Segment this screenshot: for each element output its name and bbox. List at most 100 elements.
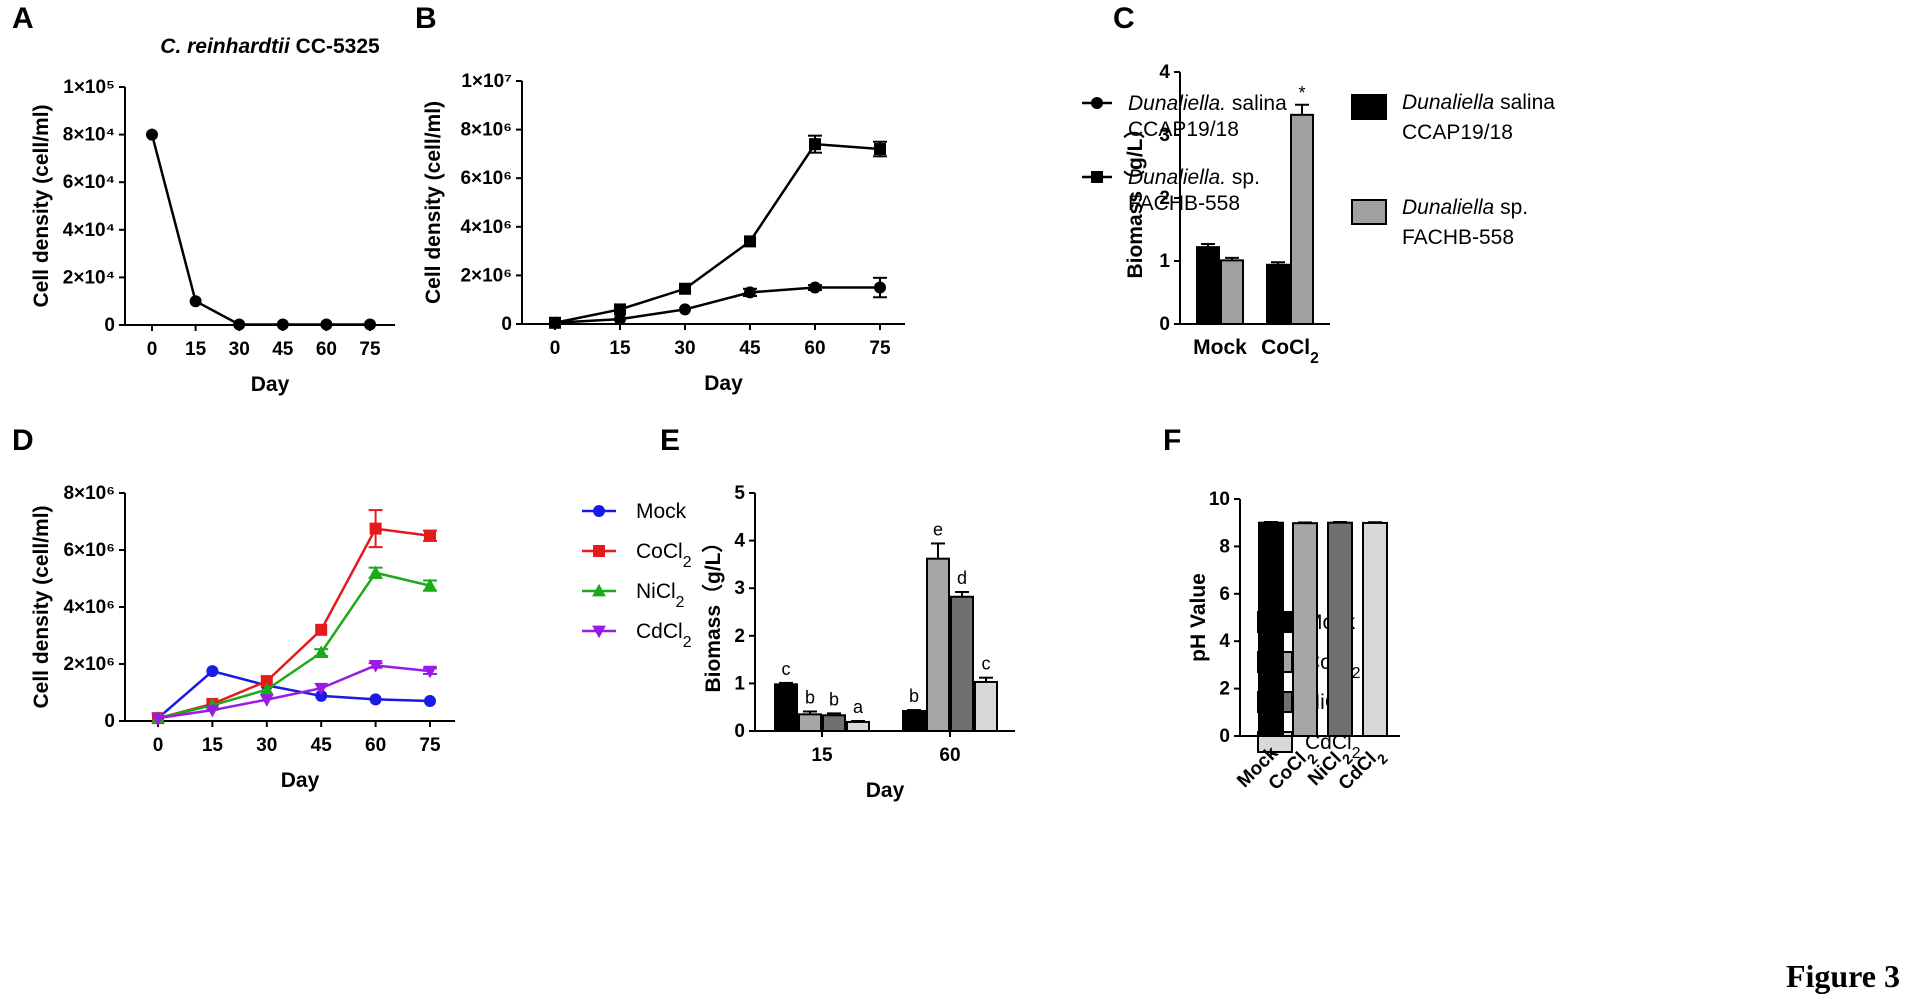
y-axis-label: Biomass（g/L） [1123,117,1147,278]
group-letter: b [829,689,839,709]
data-point [364,318,376,331]
y-tick-label: 8×10⁴ [63,125,115,146]
group-letter: c [782,659,791,679]
series-3 [151,660,437,726]
bar [1290,113,1314,325]
group-letter: b [909,686,919,706]
y-tick-label: 3 [734,578,745,599]
group-letter: c [982,654,991,674]
panel-A: A 0 2×10⁴ 4×10⁴ 6×10⁴ 8×10⁴ 1×10⁵ 0 15 30 45 60 75 Da… [12,2,395,396]
y-tick-label: 2 [1159,188,1170,209]
error-bar [1264,520,1278,523]
legend-label-line2: CCAP19/18 [1402,121,1513,144]
y-tick-label: 2×10⁶ [460,265,512,286]
data-point [679,303,691,316]
panel-C: C 0 1 2 3 4 Biomass（g/L） Mock CoCl2 * [1113,2,1330,367]
error-bar [931,542,945,559]
legend-marker [1091,171,1103,183]
error-bar [1333,520,1347,523]
data-point [276,318,289,331]
y-tick-label: 6 [1219,584,1230,605]
data-point [424,529,436,542]
panel-label: F [1163,424,1181,457]
y-tick-label: 8 [1219,536,1230,557]
legend-swatch [1351,199,1387,225]
y-tick-label: 2×10⁴ [63,267,115,288]
series-line [157,664,431,720]
bar [1327,521,1353,738]
bar [950,595,974,732]
series-line [157,669,431,720]
y-tick-label: 5 [734,483,745,504]
y-tick-label: 8×10⁶ [63,483,115,504]
data-point [368,565,383,579]
bar [1266,263,1290,325]
x-tick-label: 75 [359,339,381,360]
y-axis-label: Cell density (cell/ml) [422,101,445,304]
data-point [424,695,436,708]
data-point [233,318,246,331]
bar [974,680,998,732]
y-tick-label: 3 [1159,125,1170,146]
legend-label: Mock [636,500,687,523]
bar [902,710,926,732]
panel-D: D 0 2×10⁶ 4×10⁶ 6×10⁶ 8×10⁶ 0 15 30 45 60 75 Day Cell… [12,424,455,792]
y-tick-label: 4×10⁶ [63,597,115,618]
error-bar [1225,256,1239,261]
bar [1220,259,1244,325]
legend-label: CoCl2 [636,540,691,571]
legend-label-line2: FACHB-558 [1402,226,1514,249]
data-point [809,138,821,151]
error-bar [907,709,921,712]
y-axis-label: Cell density (cell/ml) [30,104,53,307]
data-point [320,318,333,331]
x-tick-label: 30 [674,338,695,359]
group-letter: d [957,568,967,588]
y-tick-label: 0 [1159,314,1170,335]
y-tick-label: 1 [1159,251,1170,272]
series-1 [152,509,437,725]
data-point [259,694,274,707]
error-bar [1368,521,1382,524]
x-axis-label: Day [704,372,743,395]
data-point [369,522,382,535]
x-axis-label: Day [251,373,290,396]
bar [1258,521,1284,738]
y-tick-label: 0 [104,711,115,732]
data-point [744,286,756,299]
y-tick-label: 1×10⁷ [461,71,512,92]
chart-title: C. reinhardtii CC-5325 [160,35,380,58]
legend-marker [1091,97,1103,109]
panel-label: E [660,424,680,457]
data-point [260,675,273,688]
x-tick-label: 45 [272,339,294,360]
series-line [554,142,881,325]
series-0 [549,276,887,329]
y-tick-label: 4 [1219,631,1230,652]
data-point [315,689,328,702]
x-tick-label: 75 [869,338,891,359]
data-point [151,712,165,726]
x-tick-label: 60 [939,745,960,766]
data-point [259,682,274,696]
series-line [150,134,370,326]
error-bar [979,676,993,682]
error-bar [1295,103,1309,115]
y-tick-label: 4 [734,531,745,552]
error-bar [803,710,817,715]
y-tick-label: 2×10⁶ [63,654,115,675]
y-axis-label: pH Value [1187,573,1210,662]
panel-label: C [1113,2,1135,35]
data-point [423,578,437,592]
bar [774,683,798,732]
x-tick-label: 15 [185,339,207,360]
figure-label: Figure 3 [1786,958,1900,994]
data-point [189,295,202,308]
legend-D: Mock CoCl2 NiCl2 CdCl2 [582,500,691,651]
x-tick-label: 60 [365,735,386,756]
bar [1196,246,1220,325]
x-tick-label: 45 [311,735,333,756]
error-bar [1298,521,1312,524]
